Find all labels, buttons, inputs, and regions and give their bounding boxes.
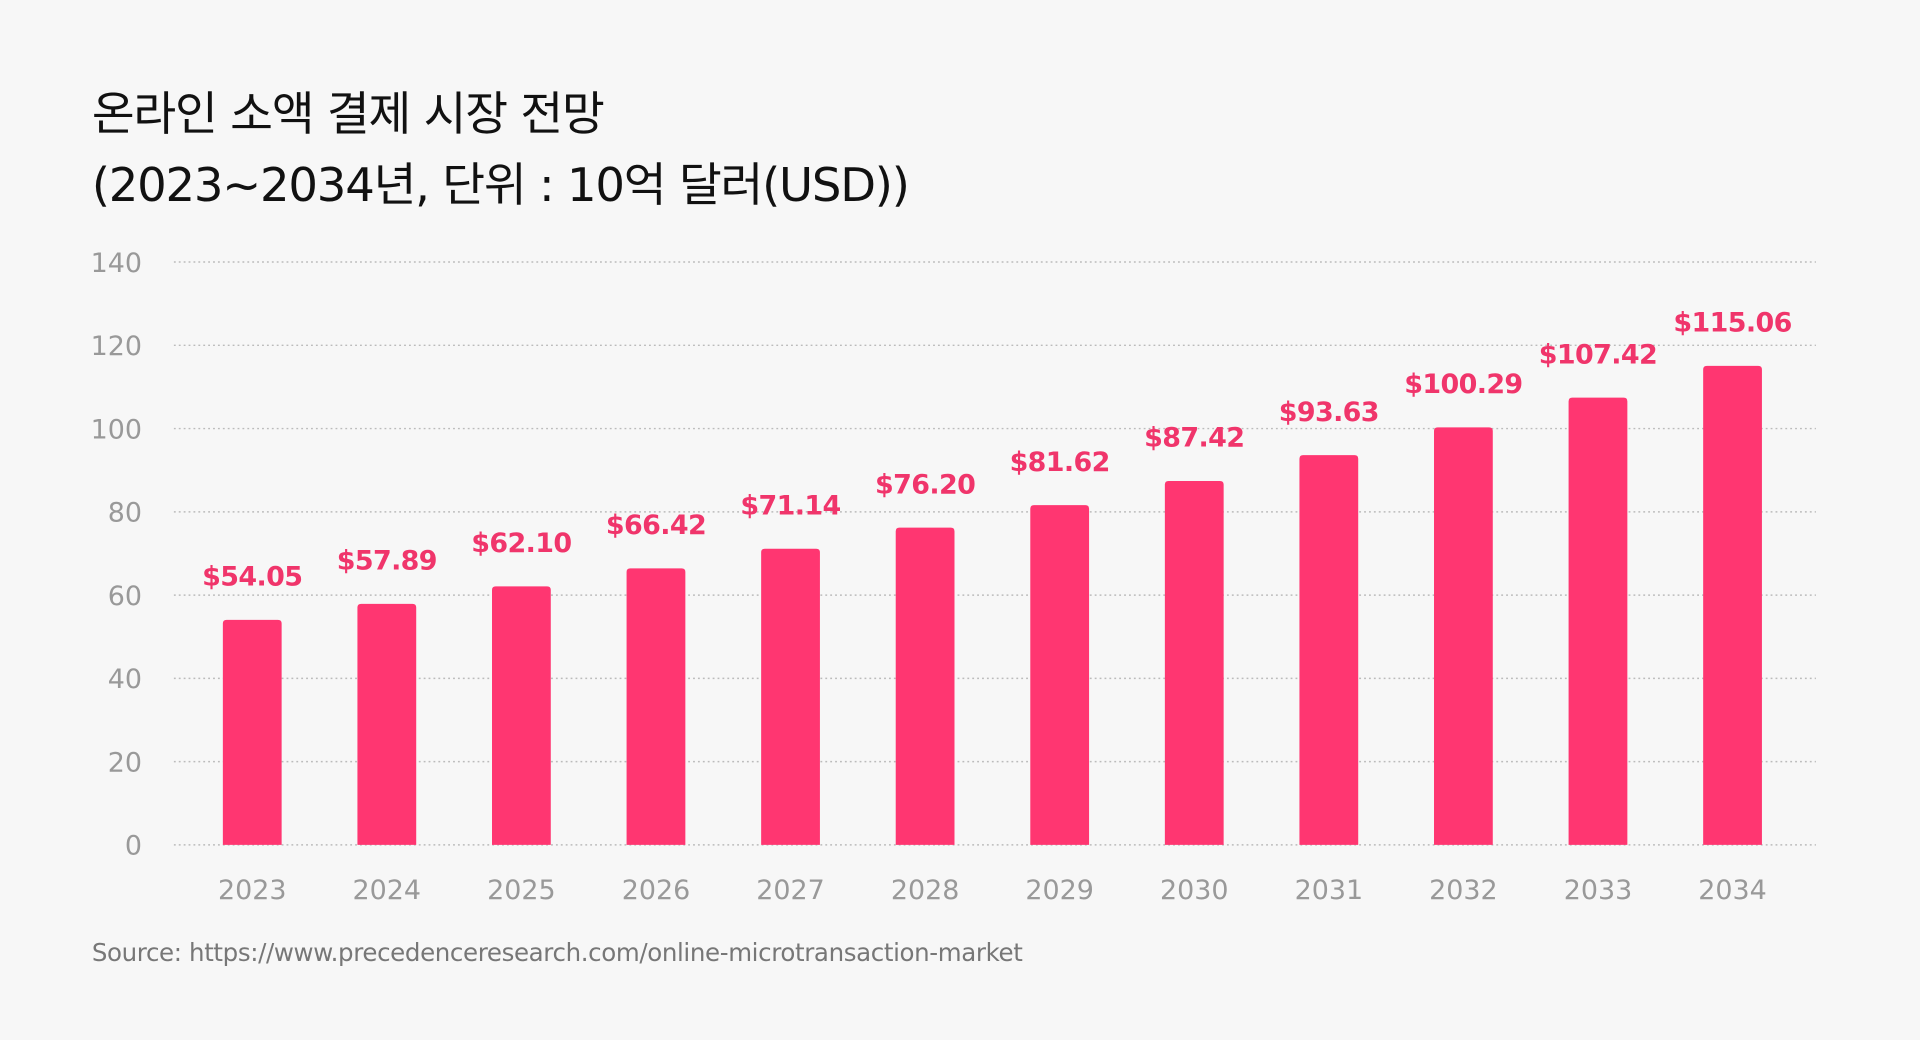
x-tick-label: 2026 — [622, 875, 691, 906]
chart-subtitle: (2023~2034년, 단위 : 10억 달러(USD)) — [91, 157, 910, 212]
y-tick-label: 120 — [91, 331, 142, 362]
y-tick-label: 140 — [91, 248, 142, 279]
bar-2025 — [492, 586, 551, 845]
y-tick-label: 0 — [125, 831, 142, 862]
data-label: $66.42 — [606, 510, 706, 541]
x-tick-label: 2029 — [1025, 875, 1094, 906]
x-tick-label: 2028 — [891, 875, 960, 906]
x-tick-label: 2034 — [1698, 875, 1767, 906]
data-label: $100.29 — [1404, 369, 1522, 400]
data-label: $115.06 — [1673, 308, 1791, 339]
bar-2029 — [1030, 505, 1090, 845]
x-tick-label: 2033 — [1564, 875, 1633, 906]
data-label: $54.05 — [202, 562, 302, 593]
data-label: $76.20 — [875, 469, 975, 500]
bar-2028 — [895, 527, 955, 845]
x-tick-label: 2023 — [218, 875, 287, 906]
source-note: Source: https://www.precedenceresearch.c… — [91, 937, 1023, 968]
y-tick-label: 40 — [108, 664, 142, 695]
x-tick-label: 2025 — [487, 875, 556, 906]
x-tick-label: 2031 — [1295, 875, 1364, 906]
bar-2024 — [357, 603, 417, 845]
data-label: $71.14 — [740, 490, 840, 521]
bar-2033 — [1568, 397, 1628, 845]
bar-2027 — [761, 548, 820, 845]
chart-title: 온라인 소액 결제 시장 전망 — [91, 86, 605, 141]
y-tick-label: 80 — [108, 498, 142, 529]
x-tick-label: 2032 — [1429, 875, 1498, 906]
bar-2031 — [1299, 455, 1359, 845]
y-tick-label: 60 — [108, 581, 142, 612]
bar-2034 — [1703, 365, 1762, 845]
data-label: $87.42 — [1144, 423, 1244, 454]
bar-2030 — [1164, 480, 1224, 845]
y-tick-label: 100 — [91, 414, 142, 445]
bar-2026 — [626, 568, 686, 845]
data-label: $93.63 — [1279, 397, 1379, 428]
bar-2032 — [1434, 427, 1493, 845]
data-label: $62.10 — [471, 528, 571, 559]
y-tick-label: 20 — [108, 747, 142, 778]
data-label: $57.89 — [337, 546, 437, 577]
x-tick-label: 2027 — [756, 875, 825, 906]
data-label: $107.42 — [1539, 339, 1657, 370]
bar-2023 — [222, 619, 282, 845]
x-tick-label: 2024 — [353, 875, 422, 906]
data-label: $81.62 — [1010, 447, 1110, 478]
x-tick-label: 2030 — [1160, 875, 1229, 906]
